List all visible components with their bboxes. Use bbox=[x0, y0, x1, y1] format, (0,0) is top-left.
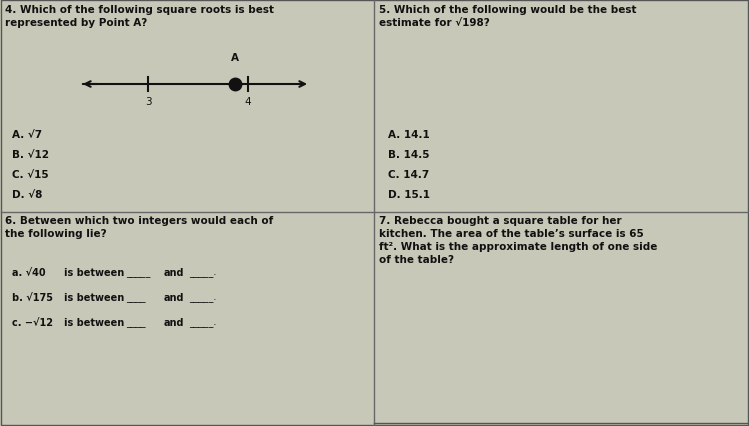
Text: b. √175: b. √175 bbox=[12, 292, 53, 302]
Text: ft². What is the approximate length of one side: ft². What is the approximate length of o… bbox=[379, 242, 658, 251]
Text: 7. Rebecca bought a square table for her: 7. Rebecca bought a square table for her bbox=[379, 216, 622, 225]
Text: 6. Between which two integers would each of: 6. Between which two integers would each… bbox=[5, 216, 273, 225]
Text: D. √8: D. √8 bbox=[12, 190, 43, 199]
Text: is between: is between bbox=[64, 292, 124, 302]
Text: estimate for √198?: estimate for √198? bbox=[379, 18, 490, 28]
Text: 5. Which of the following would be the best: 5. Which of the following would be the b… bbox=[379, 5, 637, 15]
Text: B. 14.5: B. 14.5 bbox=[388, 150, 429, 160]
Text: C. 14.7: C. 14.7 bbox=[388, 170, 429, 180]
Text: 4. Which of the following square roots is best: 4. Which of the following square roots i… bbox=[5, 5, 274, 15]
Text: c. −√12: c. −√12 bbox=[12, 317, 53, 327]
Text: 4: 4 bbox=[245, 97, 252, 107]
Text: represented by Point A?: represented by Point A? bbox=[5, 18, 148, 28]
Text: A. √7: A. √7 bbox=[12, 130, 42, 140]
Text: A. 14.1: A. 14.1 bbox=[388, 130, 430, 140]
Text: is between: is between bbox=[64, 317, 124, 327]
Text: the following lie?: the following lie? bbox=[5, 228, 106, 239]
Text: A: A bbox=[231, 53, 239, 63]
Text: D. 15.1: D. 15.1 bbox=[388, 190, 430, 199]
Text: _____.: _____. bbox=[189, 317, 216, 327]
Text: kitchen. The area of the table’s surface is 65: kitchen. The area of the table’s surface… bbox=[379, 228, 643, 239]
Text: 3: 3 bbox=[145, 97, 151, 107]
Text: _____.: _____. bbox=[189, 292, 216, 302]
Text: C. √15: C. √15 bbox=[12, 170, 49, 180]
Text: ____: ____ bbox=[126, 317, 145, 327]
Text: and: and bbox=[164, 292, 184, 302]
Text: and: and bbox=[164, 317, 184, 327]
Text: and: and bbox=[164, 268, 184, 277]
Text: _____.: _____. bbox=[189, 268, 216, 277]
Text: is between: is between bbox=[64, 268, 124, 277]
Text: ____: ____ bbox=[126, 292, 145, 302]
Text: B. √12: B. √12 bbox=[12, 150, 49, 160]
Text: a. √40: a. √40 bbox=[12, 268, 46, 277]
Text: _____: _____ bbox=[126, 268, 151, 277]
Text: of the table?: of the table? bbox=[379, 254, 454, 265]
